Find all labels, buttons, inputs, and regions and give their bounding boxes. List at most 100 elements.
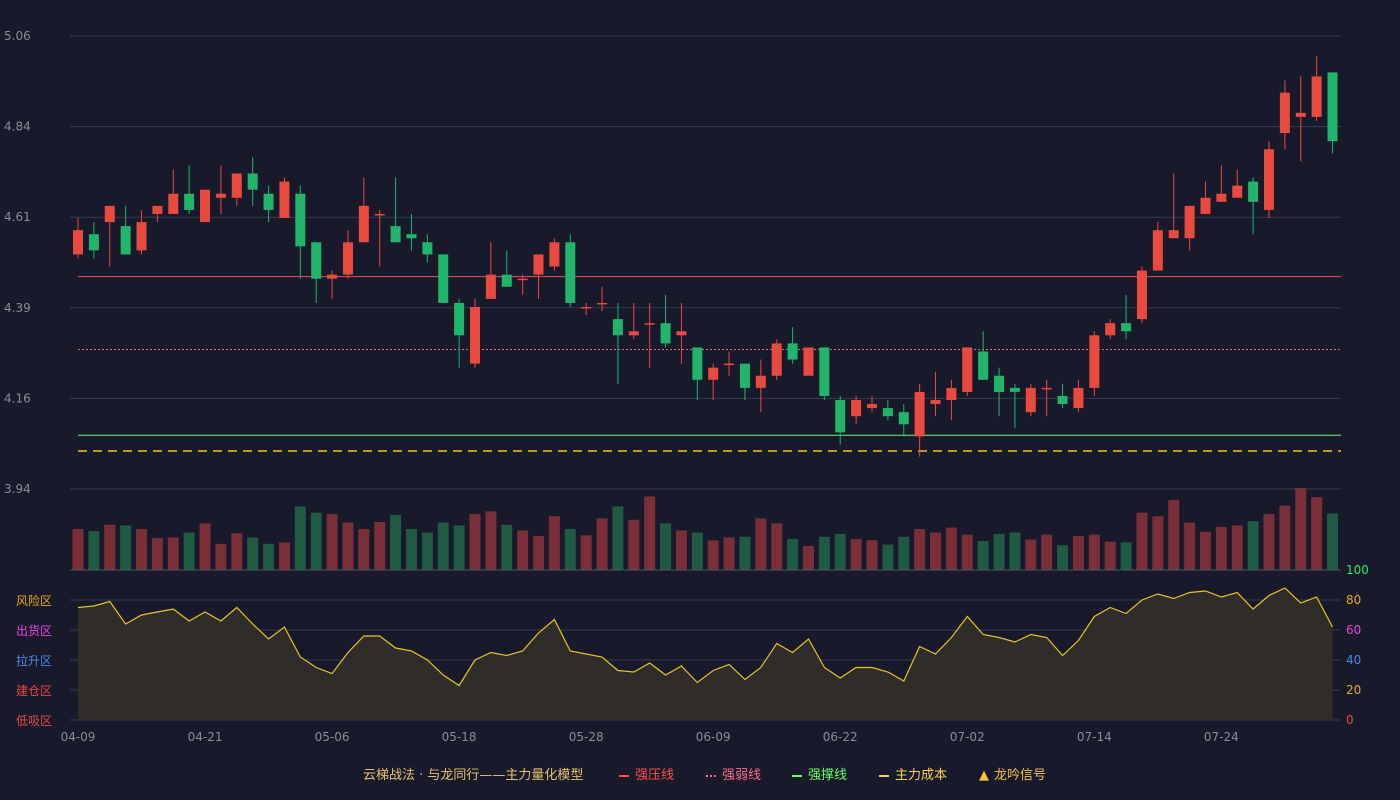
candle-body xyxy=(597,302,608,305)
candle-body xyxy=(1152,230,1163,271)
volume-bar xyxy=(183,532,195,570)
candle-body xyxy=(1216,193,1227,202)
date-tick-label: 06-22 xyxy=(823,730,858,744)
volume-bar xyxy=(1215,526,1227,570)
candle-body xyxy=(263,193,274,210)
volume-bar xyxy=(1247,521,1259,570)
candle-body xyxy=(295,193,306,247)
osc-tick-label: 0 xyxy=(1346,713,1354,727)
candle-body xyxy=(152,205,163,214)
volume-bar xyxy=(1088,534,1100,570)
osc-area xyxy=(78,588,1333,720)
volume-bar xyxy=(517,530,529,570)
volume-bar xyxy=(1025,539,1037,570)
volume-bar xyxy=(1120,542,1132,570)
candle-body xyxy=(978,351,989,380)
volume-bar xyxy=(310,512,322,570)
candle-body xyxy=(342,242,353,275)
candle-body xyxy=(708,367,719,380)
volume-bar xyxy=(501,524,513,570)
candle-body xyxy=(1264,149,1274,210)
volume-bar xyxy=(914,529,926,570)
date-tick-label: 06-09 xyxy=(696,730,731,744)
candle-body xyxy=(1200,197,1211,214)
legend-label: 强压线 xyxy=(635,768,675,783)
volume-bar xyxy=(247,537,259,570)
candle-body xyxy=(247,173,258,190)
candle-body xyxy=(1057,395,1068,405)
legend-item: 强撑线 xyxy=(792,766,847,786)
candle-body xyxy=(1105,323,1116,336)
volume-bar xyxy=(120,525,132,570)
candle-body xyxy=(1327,72,1338,142)
volume-bar xyxy=(1104,541,1116,570)
volume-bar xyxy=(723,537,735,570)
date-tick-label: 05-06 xyxy=(315,730,350,744)
price-axis-labels: 5.06 4.84 4.61 4.39 4.16 3.94 xyxy=(4,29,31,496)
volume-bar xyxy=(1152,516,1164,570)
volume-bar xyxy=(977,541,989,570)
candle-body xyxy=(358,205,369,243)
legend-item: 强弱线 xyxy=(706,766,761,786)
candles xyxy=(73,56,1338,457)
legend-item: 主力成本 xyxy=(879,766,947,786)
osc-tick-label: 60 xyxy=(1346,623,1361,637)
candle-body xyxy=(1279,92,1290,134)
candle-body xyxy=(327,274,338,279)
volume-bar xyxy=(405,529,417,570)
legend-solid-marker xyxy=(619,774,629,777)
candle-body xyxy=(867,404,877,409)
volume-bar xyxy=(390,514,402,570)
legend-item: 强压线 xyxy=(619,766,674,786)
legend-label: 龙吟信号 xyxy=(994,768,1047,783)
volume-bar xyxy=(1072,536,1084,570)
volume-bar xyxy=(1041,534,1053,570)
candle-body xyxy=(644,323,655,325)
legend-label: 强弱线 xyxy=(722,768,762,783)
candle-body xyxy=(962,347,973,392)
legend-item: 云梯战法 · 与龙同行——主力量化模型 xyxy=(363,766,583,786)
volume-bar xyxy=(945,527,957,570)
candle-body xyxy=(835,400,846,433)
candle-body xyxy=(454,302,465,336)
candle-body xyxy=(184,193,195,210)
legend-label: 强撑线 xyxy=(808,768,848,783)
volume-bar xyxy=(660,523,672,570)
legend: 云梯战法 · 与龙同行——主力量化模型 强压线 强弱线 强撑线 主力成本 ▲ 龙吟信号 xyxy=(0,766,1400,786)
legend-dotted-marker xyxy=(706,774,716,777)
candle-body xyxy=(787,343,798,360)
candle-body xyxy=(168,193,179,214)
volume-bar xyxy=(834,533,846,570)
osc-zone-label: 低吸区 xyxy=(16,714,52,728)
osc-zone-label: 出货区 xyxy=(16,623,52,638)
volume-bar xyxy=(72,529,84,570)
legend-label: 主力成本 xyxy=(895,768,948,783)
candle-body xyxy=(946,387,957,401)
volume-bar xyxy=(1136,512,1148,570)
date-tick-label: 07-14 xyxy=(1077,730,1112,744)
volume-bar xyxy=(263,543,275,570)
volume-bar xyxy=(691,532,703,570)
volume-bar xyxy=(469,514,481,570)
volume-bar xyxy=(1009,532,1021,570)
volume-bar xyxy=(739,536,751,570)
volume-bar xyxy=(564,529,576,570)
volume-bar xyxy=(818,536,830,570)
candle-body xyxy=(1009,387,1020,392)
legend-solid-marker xyxy=(792,774,802,777)
candle-body xyxy=(914,391,925,437)
candle-body xyxy=(374,213,385,216)
candle-body xyxy=(533,254,544,275)
volume-bar xyxy=(1327,513,1339,570)
volume-bar xyxy=(104,524,116,570)
candle-body xyxy=(692,347,703,380)
volume-bar xyxy=(850,538,862,570)
candle-body xyxy=(612,319,623,336)
volume-bar xyxy=(961,534,973,570)
candle-body xyxy=(1089,335,1100,388)
candle-body xyxy=(1184,205,1195,239)
candle-body xyxy=(215,193,226,198)
volume-bar xyxy=(358,529,370,570)
candle-body xyxy=(279,181,290,219)
